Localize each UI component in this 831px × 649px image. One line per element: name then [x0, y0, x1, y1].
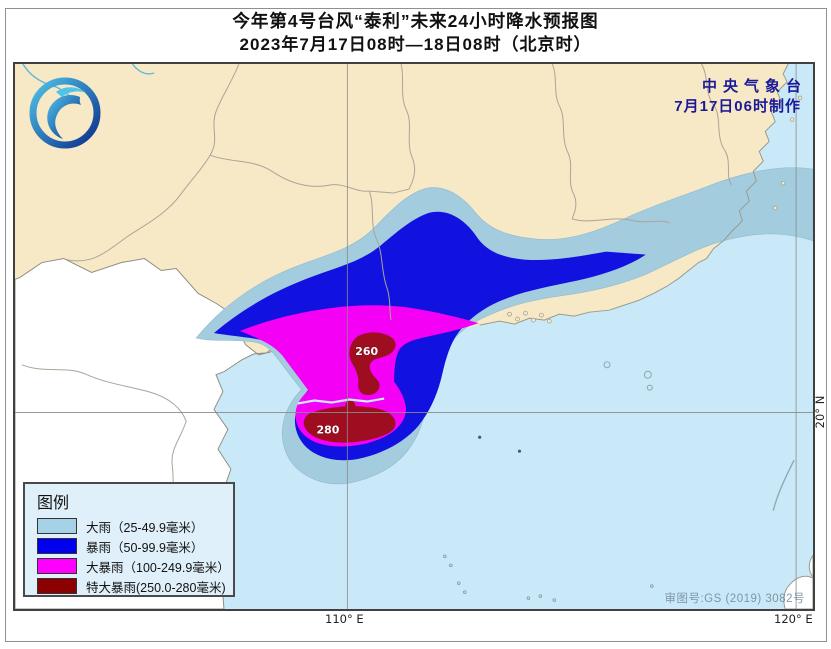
legend-row-baoyu: 暴雨（50-99.9毫米） — [37, 538, 225, 555]
legend-label-tedabaoyu: 特大暴雨(250.0-280毫米) — [86, 580, 226, 595]
rainband-tedabaoyu-280 — [303, 406, 396, 443]
lon-label-120e: 120° E — [774, 612, 813, 626]
legend-swatch-tedabaoyu — [37, 578, 77, 594]
legend-swatch-dayu — [37, 518, 77, 534]
foreign-border-line — [21, 364, 187, 503]
luzon-sliver — [808, 554, 813, 579]
cma-logo-icon — [29, 77, 101, 149]
legend-swatch-baoyu — [37, 538, 77, 554]
cma-logo — [28, 75, 102, 149]
legend-label-dabaoyu: 大暴雨（100-249.9毫米） — [86, 560, 230, 575]
legend-box: 图例 大雨（25-49.9毫米） 暴雨（50-99.9毫米） 大暴雨（100-2… — [23, 482, 235, 597]
legend-swatch-dabaoyu — [37, 558, 77, 574]
sea-islands — [443, 83, 813, 609]
page-title: 今年第4号台风“泰利”未来24小时降水预报图 — [232, 11, 599, 31]
legend-row-dabaoyu: 大暴雨（100-249.9毫米） — [37, 558, 230, 575]
province-borders — [63, 64, 732, 321]
map-approval-number: 审图号:GS (2019) 3082号 — [664, 593, 805, 605]
page-subtitle: 2023年7月17日08时—18日08时（北京时） — [239, 35, 592, 54]
title-block: 今年第4号台风“泰利”未来24小时降水预报图 2023年7月17日08时—18日… — [0, 9, 831, 56]
lat-label-20n: 20° N — [813, 395, 827, 429]
legend-row-dayu: 大雨（25-49.9毫米） — [37, 518, 225, 535]
map-panel: 260 280 中央气象台 7月17日06时制作 图例 — [13, 62, 815, 611]
legend-title: 图例 — [37, 495, 70, 512]
luzon-island — [783, 575, 813, 609]
credit-issued: 7月17日06时制作 — [674, 98, 801, 115]
credit-block: 中央气象台 7月17日06时制作 — [674, 77, 801, 117]
legend-label-baoyu: 暴雨（50-99.9毫米） — [86, 540, 204, 555]
legend-row-tedabaoyu: 特大暴雨(250.0-280毫米) — [37, 578, 226, 595]
legend-label-dayu: 大雨（25-49.9毫米） — [86, 520, 204, 535]
coastline — [479, 64, 789, 326]
dash-line-segment — [772, 459, 795, 511]
lon-label-110e: 110° E — [325, 612, 364, 626]
contour-label-280: 280 — [316, 423, 339, 436]
contour-label-260: 260 — [355, 345, 378, 358]
strait-line — [297, 397, 385, 405]
graticule — [15, 64, 813, 609]
credit-agency: 中央气象台 — [701, 78, 807, 95]
rainband-tedabaoyu-260 — [349, 332, 396, 396]
